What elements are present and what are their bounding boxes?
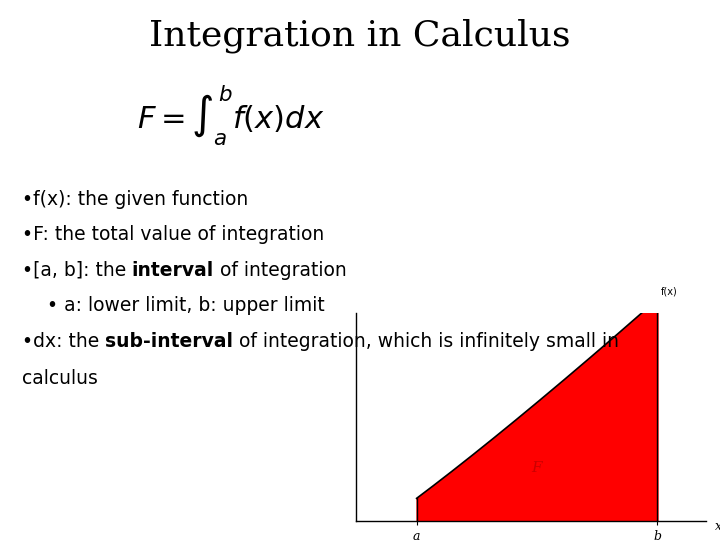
- Text: •dx: the: •dx: the: [22, 332, 105, 351]
- Text: •f(x): the given function: •f(x): the given function: [22, 190, 248, 210]
- Text: Integration in Calculus: Integration in Calculus: [149, 19, 571, 53]
- Text: sub-interval: sub-interval: [105, 332, 233, 351]
- Text: x: x: [715, 520, 720, 533]
- Text: interval: interval: [132, 260, 214, 280]
- Text: •F: the total value of integration: •F: the total value of integration: [22, 225, 324, 245]
- Text: of integration: of integration: [214, 260, 347, 280]
- Text: • a: lower limit, b: upper limit: • a: lower limit, b: upper limit: [47, 295, 325, 315]
- Text: F: F: [531, 461, 542, 475]
- Text: $\mathit{F} = \int_{\mathit{a}}^{\mathit{b}} \mathit{f}(\mathit{x})\mathit{dx}$: $\mathit{F} = \int_{\mathit{a}}^{\mathit…: [137, 84, 324, 148]
- Text: calculus: calculus: [22, 368, 97, 388]
- Text: of integration, which is infinitely small in: of integration, which is infinitely smal…: [233, 332, 619, 351]
- Text: f(x): f(x): [660, 287, 678, 296]
- Text: •[a, b]: the: •[a, b]: the: [22, 260, 132, 280]
